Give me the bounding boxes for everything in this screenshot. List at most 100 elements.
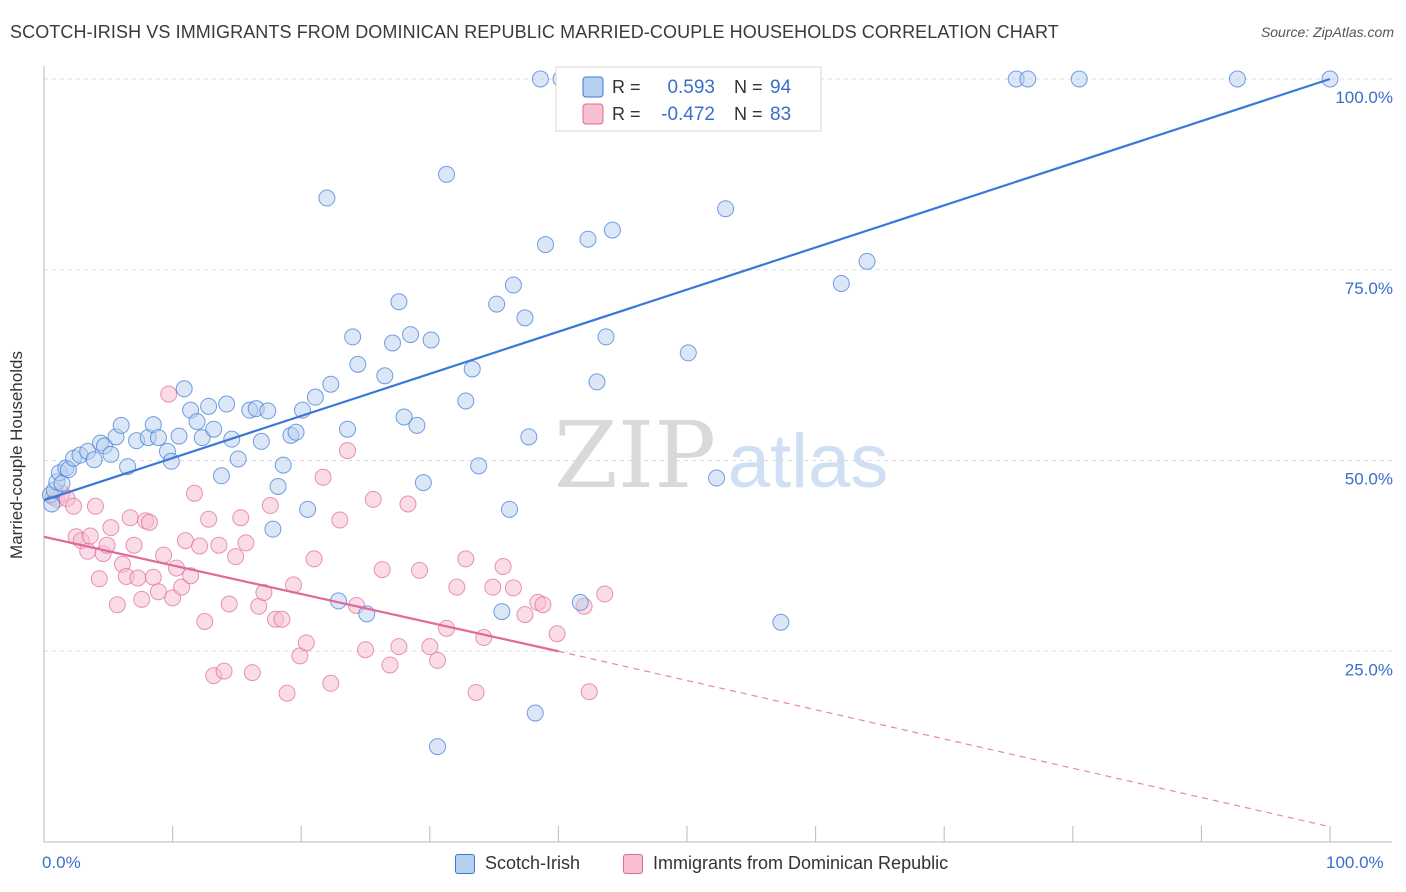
pink-point-34 [196,612,214,630]
pink-point-66 [421,638,439,656]
y-tick-label-50: 50.0% [1345,470,1393,489]
blue-point-50 [338,420,356,438]
series-legend: Scotch-Irish Immigrants from Dominican R… [0,848,1406,882]
pink-point-74 [494,558,512,576]
blue-point-57 [395,408,413,426]
blue-point-66 [470,457,488,475]
blue-point-32 [218,395,236,413]
pink-point-75 [504,579,522,597]
pink-point-24 [149,583,167,601]
blue-point-29 [200,397,218,415]
blue-point-48 [322,375,340,393]
legend-n-value-2: 83 [770,104,791,125]
pink-point-81 [580,683,598,701]
blue-point-40 [269,477,287,495]
blue-point-46 [306,388,324,406]
blue-point-85 [679,344,697,362]
pink-point-79 [548,625,566,643]
blue-point-54 [376,367,394,385]
pink-point-42 [237,534,255,552]
trend-lines [43,77,1331,828]
legend-n-label-1: N = [734,77,763,97]
blue-point-41 [274,456,292,474]
pink-point-54 [314,468,332,486]
blue-point-95 [1228,70,1246,88]
blue-point-47 [318,189,336,207]
pink-point-9 [86,497,104,515]
pink-point-43 [243,664,261,682]
pink-point-19 [129,569,147,587]
y-tick-label-25: 25.0% [1345,660,1393,679]
pink-point-60 [364,490,382,508]
blue-point-72 [520,428,538,446]
blue-point-60 [414,474,432,492]
pink-point-82 [596,585,614,603]
pink-point-35 [200,510,218,528]
blue-point-93 [1019,70,1037,88]
blue-point-25 [175,380,193,398]
pink-point-32 [185,484,203,502]
blue-point-59 [408,416,426,434]
legend-n-label-2: N = [734,104,763,124]
pink-point-59 [357,641,374,659]
pink-point-57 [338,442,356,460]
legend-item-scotch-irish[interactable]: Scotch-Irish [455,853,580,874]
legend-swatch-pink [582,103,604,125]
watermark: ZIP atlas [554,402,888,509]
blue-point-45 [299,500,317,518]
blue-point-34 [229,450,247,468]
blue-point-14 [102,445,120,463]
legend-item-dominican[interactable]: Immigrants from Dominican Republic [623,853,948,874]
pink-point-29 [173,578,191,596]
pink-point-30 [176,532,194,550]
blue-point-87 [717,200,735,218]
pink-point-64 [399,495,417,513]
legend-swatch-scotch-irish [455,853,475,874]
pink-point-48 [273,610,291,628]
blue-point-55 [384,334,402,352]
pink-point-67 [429,651,447,669]
axes [43,66,1392,843]
pink-series-points [44,385,614,702]
legend-label-dominican: Immigrants from Dominican Republic [653,853,949,873]
pink-point-20 [133,590,151,608]
blue-point-31 [212,467,230,485]
pink-point-39 [220,595,238,613]
legend-swatch-dominican [623,853,643,874]
blue-point-38 [259,402,277,420]
pink-point-45 [255,583,273,601]
blue-point-64 [457,392,475,410]
pink-point-8 [81,527,99,545]
blue-point-73 [526,704,544,722]
blue-point-27 [188,413,206,431]
pink-point-49 [278,684,296,702]
grid-lines [44,78,1392,652]
blue-point-16 [112,416,130,434]
blue-point-28 [193,429,211,447]
pink-point-61 [373,561,391,579]
pink-point-10 [90,570,108,588]
pink-point-70 [457,550,475,568]
watermark-atlas: atlas [728,419,889,504]
blue-series-points [41,70,1339,756]
x-tick-label-100: 100.0% [1326,853,1384,872]
blue-trend-line [43,77,1331,502]
pink-point-63 [390,638,408,656]
legend-r-label-2: R = [612,104,641,124]
correlation-legend: R = 0.593 N = 94 R = -0.472 N = 83 [555,66,822,132]
blue-point-91 [858,252,876,270]
blue-point-89 [772,613,790,631]
blue-point-58 [402,326,420,344]
pink-point-13 [102,519,120,537]
pink-point-41 [232,509,250,527]
pink-point-23 [144,568,162,586]
pink-point-17 [121,509,139,527]
pink-trend-line [43,535,559,653]
source-label: Source: ZipAtlas.com [1260,24,1394,40]
x-tick-label-0: 0.0% [42,853,81,872]
pink-point-22 [140,513,158,531]
blue-point-39 [264,520,282,538]
blue-point-67 [488,295,506,313]
watermark-zip: ZIP [554,402,716,509]
pink-point-4 [65,497,83,515]
